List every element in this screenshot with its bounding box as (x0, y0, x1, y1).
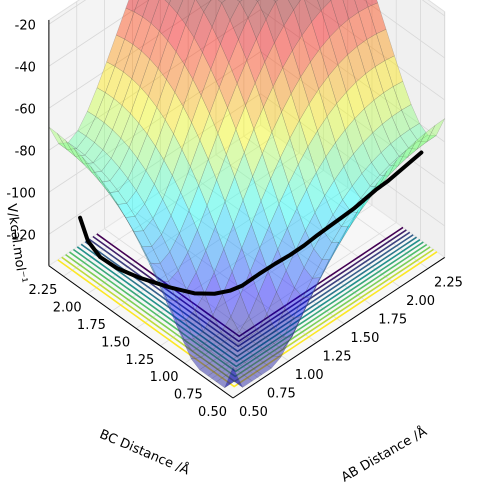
z-tick-label: -40 (15, 60, 36, 75)
ab-tick-label: 1.00 (295, 368, 324, 383)
ab-tick-label: 0.50 (239, 405, 268, 420)
bc-tick-label: 0.75 (174, 388, 203, 403)
ab-tick-label: 1.75 (378, 313, 407, 328)
bc-tick-label: 1.50 (101, 335, 130, 350)
bc-tick-label: 2.00 (53, 301, 82, 316)
z-tick-label: -100 (6, 186, 36, 201)
ab-tick-label: 1.25 (323, 350, 352, 365)
bc-tick-label: 1.00 (150, 370, 179, 385)
z-tick-label: -60 (15, 102, 36, 117)
ab-tick-label: 2.25 (434, 276, 463, 291)
ab-tick-label: 1.50 (350, 331, 379, 346)
bc-tick-label: 2.25 (28, 283, 57, 298)
ab-tick-label: 0.75 (267, 387, 296, 402)
bc-axis-label: BC Distance /Å (97, 426, 192, 478)
bc-tick-label: 0.50 (198, 405, 227, 420)
z-tick-label: -80 (15, 144, 36, 159)
bc-tick-label: 1.75 (77, 318, 106, 333)
ab-axis-label: AB Distance /Å (338, 424, 429, 486)
z-axis-label: V/kcal.mol⁻¹ (3, 203, 29, 284)
ab-tick-label: 2.00 (406, 294, 435, 309)
bc-tick-label: 1.25 (125, 353, 154, 368)
z-tick-label: -20 (15, 18, 36, 33)
